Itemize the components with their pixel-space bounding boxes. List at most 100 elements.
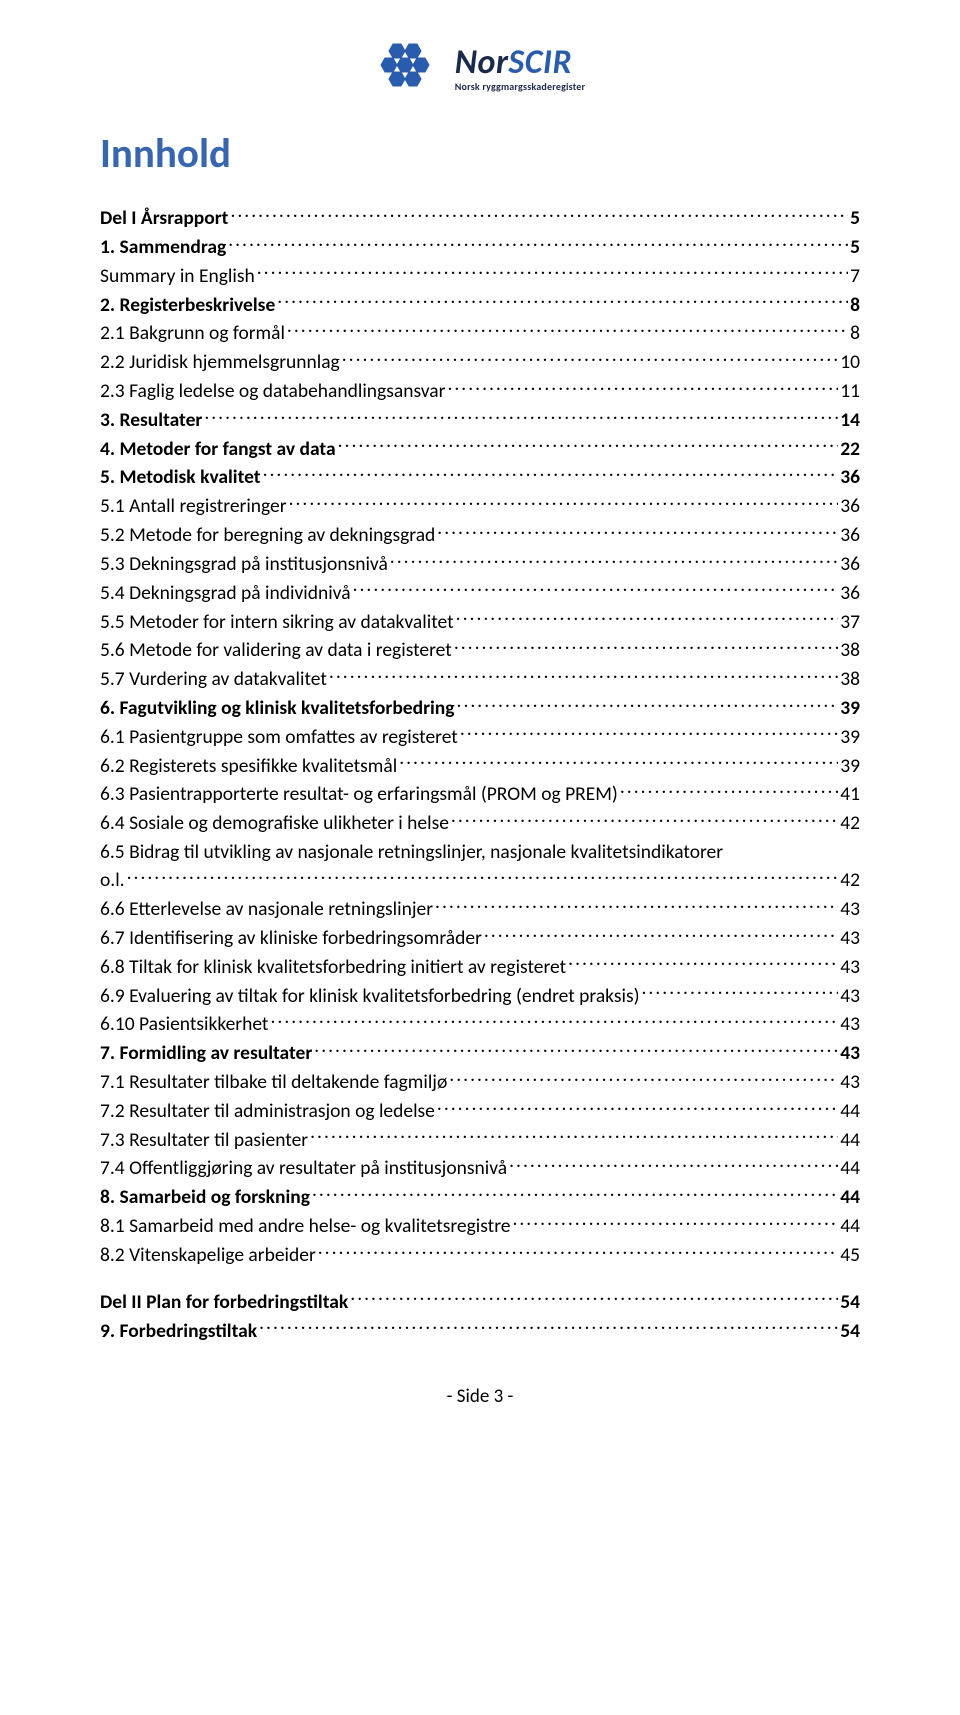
toc-dots	[437, 522, 838, 542]
toc-label: 5. Metodisk kvalitet	[100, 464, 261, 490]
toc-dots	[435, 896, 838, 916]
toc-label: 6. Fagutvikling og klinisk kvalitetsforb…	[100, 695, 455, 721]
toc-label: 1. Sammendrag	[100, 234, 226, 260]
toc-page: 42	[840, 810, 860, 836]
toc-dots	[460, 723, 838, 743]
toc-label: 7. Formidling av resultater	[100, 1040, 312, 1066]
toc-entry: 5.2 Metode for beregning av dekningsgrad…	[100, 522, 860, 549]
toc-label: 6.1 Pasientgruppe som omfattes av regist…	[100, 724, 458, 750]
toc-entry: 8.2 Vitenskapelige arbeider45	[100, 1241, 860, 1268]
toc-dots	[318, 1241, 838, 1261]
toc-page: 22	[840, 436, 860, 462]
page-footer: - Side 3 -	[100, 1384, 860, 1410]
toc-entry: 6.6 Etterlevelse av nasjonale retningsli…	[100, 896, 860, 923]
toc-page: 5	[850, 234, 860, 260]
toc-entry: 6. Fagutvikling og klinisk kvalitetsforb…	[100, 694, 860, 721]
header-logo: NorSCIR Norsk ryggmargsskaderegister	[100, 40, 860, 97]
toc-entry: 6.3 Pasientrapporterte resultat- og erfa…	[100, 781, 860, 808]
brand-text: NorSCIR Norsk ryggmargsskaderegister	[455, 46, 586, 92]
toc-entry: 6.9 Evaluering av tiltak for klinisk kva…	[100, 982, 860, 1009]
toc-label: 5.1 Antall registreringer	[100, 493, 287, 519]
toc-entry: 6.5 Bidrag til utvikling av nasjonale re…	[100, 839, 860, 865]
toc-dots	[512, 1213, 838, 1233]
toc-label: 6.3 Pasientrapporterte resultat- og erfa…	[100, 781, 618, 807]
toc-entry: 7. Formidling av resultater43	[100, 1040, 860, 1067]
toc-page: 44	[840, 1155, 860, 1181]
toc-label: 6.10 Pasientsikkerhet	[100, 1011, 268, 1037]
toc-entry: 5.7 Vurdering av datakvalitet 38	[100, 666, 860, 693]
toc-page: 44	[840, 1184, 860, 1210]
toc-page: 43	[840, 1011, 860, 1037]
toc-label: 2.2 Juridisk hjemmelsgrunnlag	[100, 349, 340, 375]
toc-page: 39	[840, 724, 860, 750]
toc-label: 3. Resultater	[100, 407, 202, 433]
toc-label: o.l.	[100, 867, 125, 893]
toc-page: 8	[850, 292, 860, 318]
toc-entry: Summary in English7	[100, 262, 860, 289]
toc-entry: 5. Metodisk kvalitet36	[100, 464, 860, 491]
toc-dots	[204, 406, 838, 426]
toc-entry: 7.1 Resultater tilbake til deltakende fa…	[100, 1069, 860, 1096]
toc-label: 9. Forbedringstiltak	[100, 1318, 257, 1344]
toc-label: 5.7 Vurdering av datakvalitet	[100, 666, 327, 692]
toc-page: 37	[840, 609, 860, 635]
toc-dots	[350, 1288, 838, 1308]
toc-page: 43	[840, 1069, 860, 1095]
toc-dots	[451, 810, 838, 830]
toc-label: 8.1 Samarbeid med andre helse- og kvalit…	[100, 1213, 510, 1239]
toc-page: 14	[840, 407, 860, 433]
toc-label: 2.1 Bakgrunn og formål	[100, 320, 285, 346]
toc-page: 36	[840, 580, 860, 606]
toc-entry: 4. Metoder for fangst av data 22	[100, 435, 860, 462]
toc-dots	[390, 550, 838, 570]
toc-entry: Del I Årsrapport5	[100, 205, 860, 232]
toc-label: 5.2 Metode for beregning av dekningsgrad	[100, 522, 435, 548]
toc-dots	[270, 1011, 838, 1031]
brand-prefix: Nor	[455, 42, 509, 83]
toc-page: 44	[840, 1098, 860, 1124]
toc-page: 11	[840, 378, 860, 404]
toc-entry: 5.5 Metoder for intern sikring av datakv…	[100, 608, 860, 635]
toc-dots	[457, 694, 839, 714]
toc-entry: 6.8 Tiltak for klinisk kvalitetsforbedri…	[100, 953, 860, 980]
toc-page: 38	[840, 637, 860, 663]
toc-label: Del II Plan for forbedringstiltak	[100, 1289, 348, 1315]
toc-entry-continuation: o.l. 42	[100, 867, 860, 894]
toc-entry: 5.4 Dekningsgrad på individnivå 36	[100, 579, 860, 606]
brand-subtitle: Norsk ryggmargsskaderegister	[455, 82, 586, 92]
toc-entry: Del II Plan for forbedringstiltak 54	[100, 1288, 860, 1315]
toc-page: 45	[840, 1242, 860, 1268]
toc-label: 6.5 Bidrag til utvikling av nasjonale re…	[100, 839, 723, 865]
toc-entry: 6.1 Pasientgruppe som omfattes av regist…	[100, 723, 860, 750]
toc-entry: 6.4 Sosiale og demografiske ulikheter i …	[100, 810, 860, 837]
toc-page: 5	[850, 205, 860, 231]
logo-wrap: NorSCIR Norsk ryggmargsskaderegister	[375, 40, 586, 97]
toc-dots	[257, 262, 848, 282]
toc-dots	[447, 378, 838, 398]
toc-label: 5.5 Metoder for intern sikring av datakv…	[100, 609, 454, 635]
toc-dots	[259, 1317, 838, 1337]
toc-page: 42	[840, 867, 860, 893]
toc-page: 44	[840, 1213, 860, 1239]
toc-label: 6.2 Registerets spesifikke kvalitetsmål	[100, 753, 397, 779]
toc-dots	[437, 1097, 838, 1117]
toc-label: 5.4 Dekningsgrad på individnivå	[100, 580, 351, 606]
toc-page: 38	[840, 666, 860, 692]
toc-entry: 7.2 Resultater til administrasjon og led…	[100, 1097, 860, 1124]
toc-dots	[484, 924, 838, 944]
toc-page: 54	[840, 1289, 860, 1315]
toc-label: 2.3 Faglig ledelse og databehandlingsans…	[100, 378, 445, 404]
toc-dots	[230, 205, 848, 225]
toc-dots	[127, 867, 839, 887]
toc-dots	[399, 752, 838, 772]
toc-entry: 8.1 Samarbeid med andre helse- og kvalit…	[100, 1213, 860, 1240]
toc-dots	[342, 349, 838, 369]
toc-dots	[642, 982, 839, 1002]
toc-label: 7.3 Resultater til pasienter	[100, 1127, 308, 1153]
toc-dots	[338, 435, 839, 455]
toc-entry: 6.7 Identifisering av kliniske forbedrin…	[100, 924, 860, 951]
toc-dots	[456, 608, 839, 628]
toc-page: 36	[840, 522, 860, 548]
logo-hex-icon	[375, 40, 447, 97]
toc-label: 4. Metoder for fangst av data	[100, 436, 336, 462]
